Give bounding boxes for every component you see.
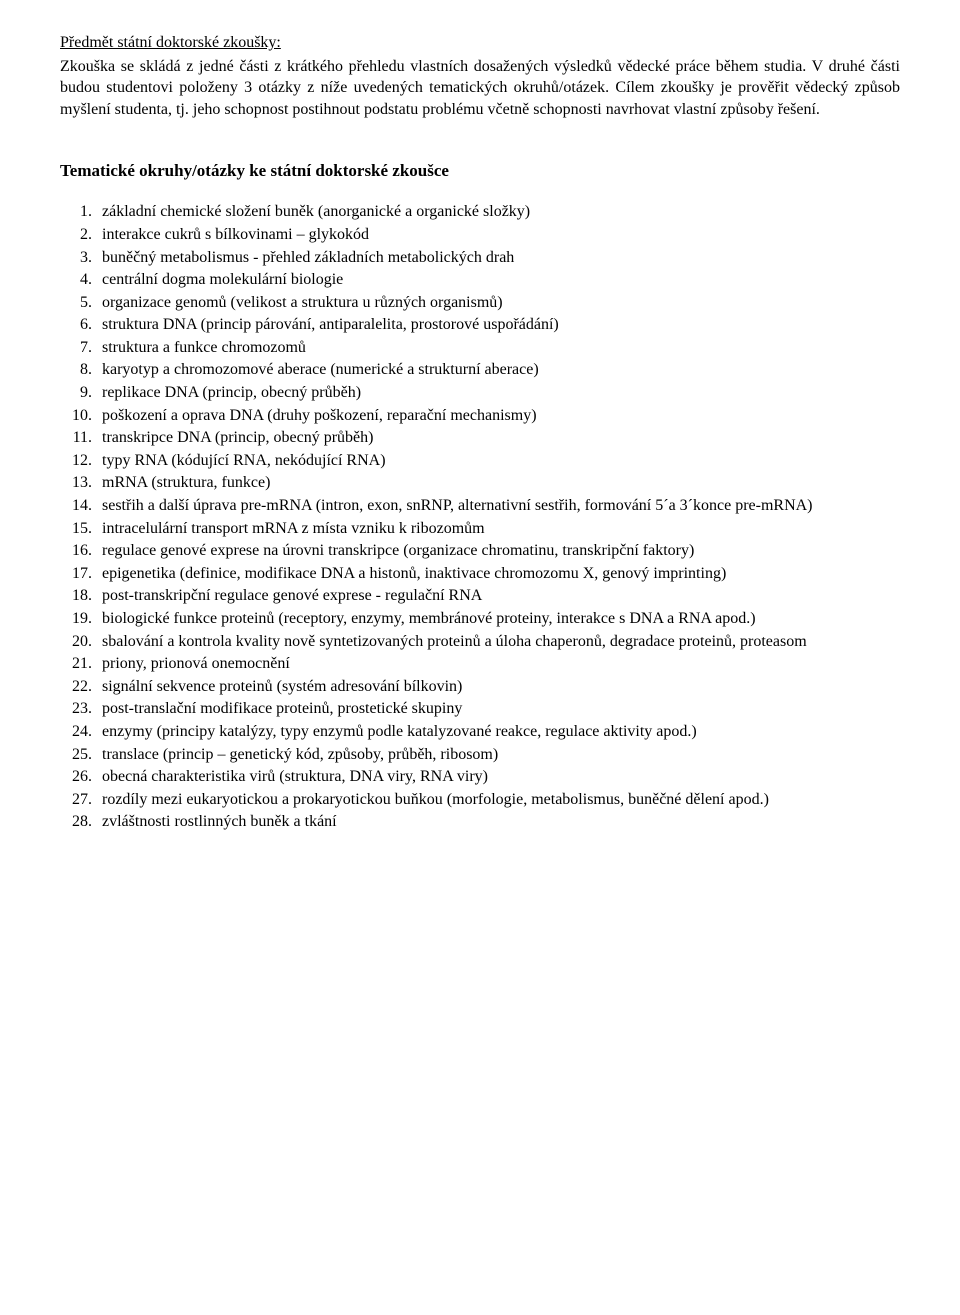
list-item-text: interakce cukrů s bílkovinami – glykokód [102,224,900,246]
list-item-number: 5. [60,292,102,314]
list-item-number: 17. [60,563,102,585]
intro-text: Zkouška se skládá z jedné části z krátké… [60,56,900,121]
list-item: 24.enzymy (principy katalýzy, typy enzym… [60,721,900,743]
list-item: 25.translace (princip – genetický kód, z… [60,744,900,766]
list-item: 15.intracelulární transport mRNA z místa… [60,518,900,540]
list-item-text: organizace genomů (velikost a struktura … [102,292,900,314]
list-item: 10.poškození a oprava DNA (druhy poškoze… [60,405,900,427]
list-item-number: 20. [60,631,102,653]
list-item-number: 4. [60,269,102,291]
list-item: 1.základní chemické složení buněk (anorg… [60,201,900,223]
list-item: 8.karyotyp a chromozomové aberace (numer… [60,359,900,381]
list-item-text: intracelulární transport mRNA z místa vz… [102,518,900,540]
list-item-number: 8. [60,359,102,381]
list-item-number: 28. [60,811,102,833]
list-item-text: buněčný metabolismus - přehled základníc… [102,247,900,269]
list-item-text: mRNA (struktura, funkce) [102,472,900,494]
list-item-text: priony, prionová onemocnění [102,653,900,675]
list-item-text: enzymy (principy katalýzy, typy enzymů p… [102,721,900,743]
list-item-text: post-transkripční regulace genové expres… [102,585,900,607]
list-item: 26.obecná charakteristika virů (struktur… [60,766,900,788]
list-item-text: centrální dogma molekulární biologie [102,269,900,291]
list-item-text: transkripce DNA (princip, obecný průběh) [102,427,900,449]
list-item-text: základní chemické složení buněk (anorgan… [102,201,900,223]
list-item: 20.sbalování a kontrola kvality nově syn… [60,631,900,653]
list-item-number: 22. [60,676,102,698]
list-item-number: 9. [60,382,102,404]
list-item-number: 19. [60,608,102,630]
list-item-text: sestřih a další úprava pre-mRNA (intron,… [102,495,900,517]
list-item: 13.mRNA (struktura, funkce) [60,472,900,494]
list-item: 21.priony, prionová onemocnění [60,653,900,675]
list-item: 19.biologické funkce proteinů (receptory… [60,608,900,630]
list-item: 23.post-translační modifikace proteinů, … [60,698,900,720]
list-item: 4.centrální dogma molekulární biologie [60,269,900,291]
list-item-text: replikace DNA (princip, obecný průběh) [102,382,900,404]
topics-list: 1.základní chemické složení buněk (anorg… [60,201,900,833]
list-item: 2.interakce cukrů s bílkovinami – glykok… [60,224,900,246]
list-item-number: 26. [60,766,102,788]
list-item-text: sbalování a kontrola kvality nově syntet… [102,631,900,653]
list-item-number: 1. [60,201,102,223]
list-item: 17.epigenetika (definice, modifikace DNA… [60,563,900,585]
list-item-number: 6. [60,314,102,336]
list-item: 12.typy RNA (kódující RNA, nekódující RN… [60,450,900,472]
list-item-text: obecná charakteristika virů (struktura, … [102,766,900,788]
list-item: 27.rozdíly mezi eukaryotickou a prokaryo… [60,789,900,811]
list-item-number: 18. [60,585,102,607]
list-item-text: typy RNA (kódující RNA, nekódující RNA) [102,450,900,472]
list-item-number: 10. [60,405,102,427]
list-item: 14.sestřih a další úprava pre-mRNA (intr… [60,495,900,517]
list-item-text: rozdíly mezi eukaryotickou a prokaryotic… [102,789,900,811]
list-item-number: 21. [60,653,102,675]
list-item-number: 11. [60,427,102,449]
list-item-text: struktura DNA (princip párování, antipar… [102,314,900,336]
list-item-number: 15. [60,518,102,540]
list-item: 11.transkripce DNA (princip, obecný průb… [60,427,900,449]
list-item-text: biologické funkce proteinů (receptory, e… [102,608,900,630]
list-item-number: 16. [60,540,102,562]
list-item: 28.zvláštnosti rostlinných buněk a tkání [60,811,900,833]
list-item-text: signální sekvence proteinů (systém adres… [102,676,900,698]
list-item-number: 27. [60,789,102,811]
list-item-text: poškození a oprava DNA (druhy poškození,… [102,405,900,427]
list-item: 16.regulace genové exprese na úrovni tra… [60,540,900,562]
list-item: 3.buněčný metabolismus - přehled základn… [60,247,900,269]
list-item: 18.post-transkripční regulace genové exp… [60,585,900,607]
section-title: Tematické okruhy/otázky ke státní doktor… [60,160,900,183]
list-item-number: 25. [60,744,102,766]
list-item-number: 2. [60,224,102,246]
list-item-text: struktura a funkce chromozomů [102,337,900,359]
list-item-text: epigenetika (definice, modifikace DNA a … [102,563,900,585]
list-item: 6.struktura DNA (princip párování, antip… [60,314,900,336]
list-item-number: 13. [60,472,102,494]
list-item-text: zvláštnosti rostlinných buněk a tkání [102,811,900,833]
list-item-number: 3. [60,247,102,269]
list-item-text: regulace genové exprese na úrovni transk… [102,540,900,562]
subject-heading: Předmět státní doktorské zkoušky: [60,32,900,54]
list-item-text: translace (princip – genetický kód, způs… [102,744,900,766]
list-item: 7.struktura a funkce chromozomů [60,337,900,359]
list-item-number: 23. [60,698,102,720]
list-item-number: 24. [60,721,102,743]
list-item-number: 7. [60,337,102,359]
list-item-text: karyotyp a chromozomové aberace (numeric… [102,359,900,381]
list-item: 22.signální sekvence proteinů (systém ad… [60,676,900,698]
list-item-number: 12. [60,450,102,472]
list-item-number: 14. [60,495,102,517]
list-item: 5.organizace genomů (velikost a struktur… [60,292,900,314]
list-item: 9.replikace DNA (princip, obecný průběh) [60,382,900,404]
list-item-text: post-translační modifikace proteinů, pro… [102,698,900,720]
